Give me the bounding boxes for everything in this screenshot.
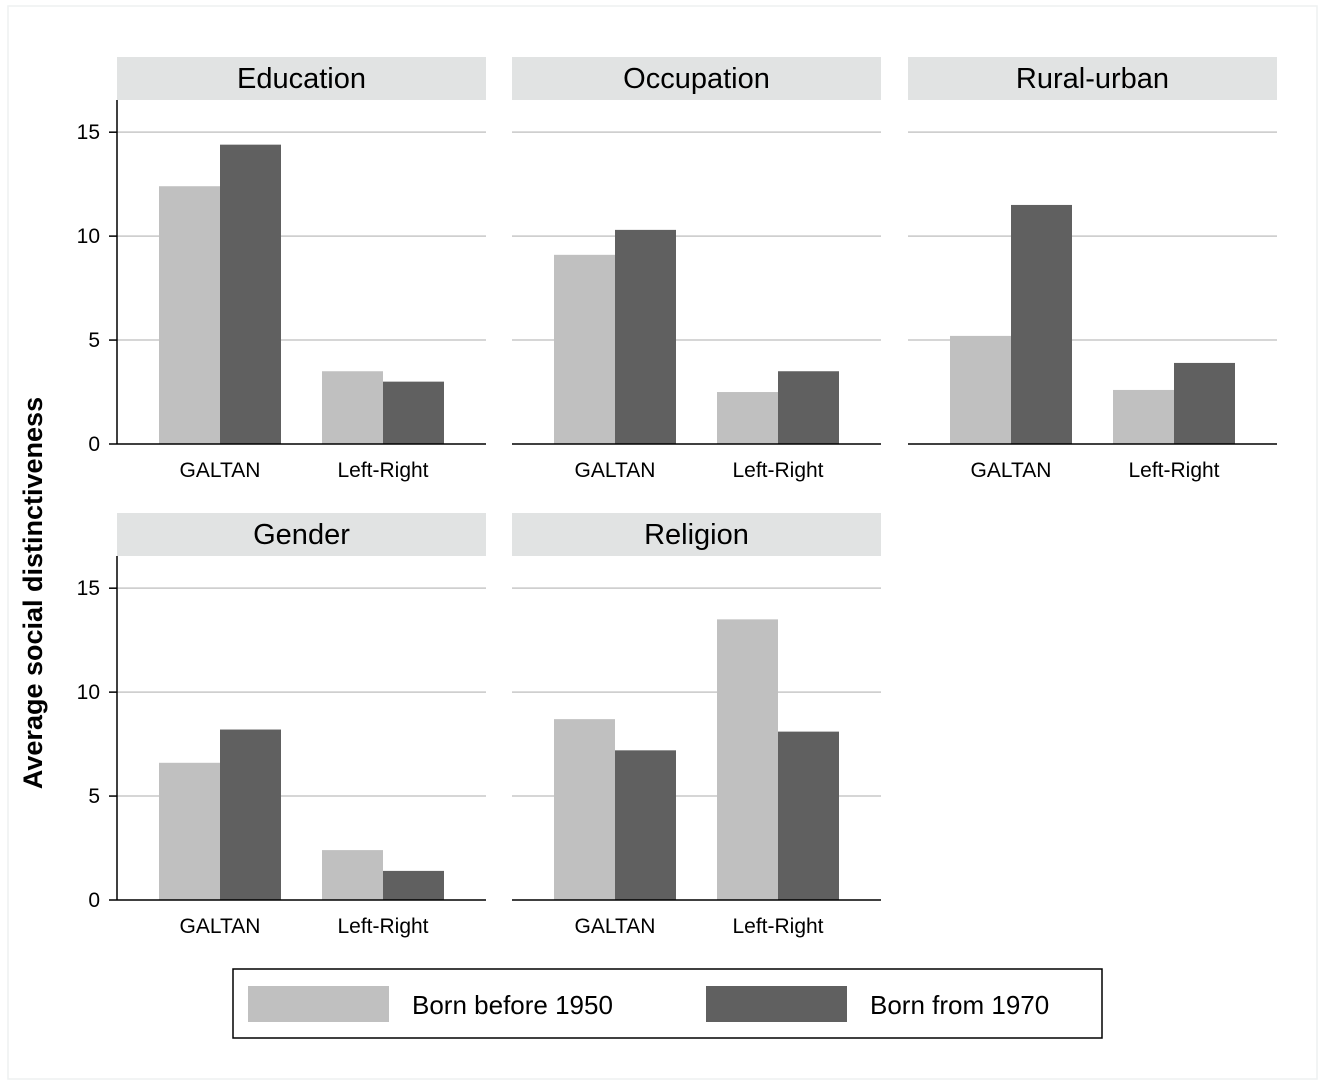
bar-occupation-left-right-born-before-1950 (717, 392, 778, 444)
y-tick-label: 15 (77, 577, 100, 600)
y-tick-label: 10 (77, 225, 100, 248)
x-tick-label: Left-Right (732, 459, 823, 482)
panels-layer: Education GALTAN Left-Right 0 5 10 15 Occupatio… (77, 57, 1277, 938)
panel-header (512, 57, 881, 100)
panel-header (512, 513, 881, 556)
panel-education: Education GALTAN Left-Right 0 5 10 15 (77, 57, 486, 482)
panel-rural-urban: Rural-urban GALTAN Left-Right (908, 57, 1277, 482)
y-tick-label: 5 (88, 329, 100, 352)
bar-education-left-right-born-from-1970 (383, 381, 444, 444)
bar-occupation-galtan-born-from-1970 (615, 229, 676, 444)
x-tick-label: GALTAN (180, 459, 261, 482)
bar-education-galtan-born-before-1950 (159, 186, 220, 445)
bar-occupation-left-right-born-from-1970 (778, 371, 839, 444)
bar-gender-left-right-born-from-1970 (383, 870, 444, 900)
panel-title: Religion (644, 519, 749, 551)
x-tick-label: GALTAN (180, 915, 261, 938)
x-tick-label: Left-Right (1128, 459, 1219, 482)
x-tick-label: GALTAN (575, 915, 656, 938)
panel-title: Gender (253, 519, 350, 551)
panel-header (908, 57, 1277, 100)
y-tick-label: 5 (88, 785, 100, 808)
y-axis-label: Average social distinctiveness (18, 397, 48, 789)
legend-label-born-before-1950: Born before 1950 (412, 990, 613, 1020)
panel-title: Rural-urban (1016, 63, 1169, 95)
legend-swatch-born-before-1950 (248, 986, 389, 1022)
bar-religion-left-right-born-from-1970 (778, 731, 839, 900)
panel-gender: Gender GALTAN Left-Right 0 5 10 15 (77, 513, 486, 938)
bar-gender-galtan-born-before-1950 (159, 762, 220, 900)
bar-gender-left-right-born-before-1950 (322, 850, 383, 900)
y-tick-label: 0 (88, 433, 100, 456)
bar-religion-galtan-born-from-1970 (615, 750, 676, 900)
bar-gender-galtan-born-from-1970 (220, 729, 281, 900)
x-tick-label: GALTAN (971, 459, 1052, 482)
bar-rural-urban-left-right-born-before-1950 (1113, 389, 1174, 444)
legend-label-born-from-1970: Born from 1970 (870, 990, 1049, 1020)
bar-religion-left-right-born-before-1950 (717, 619, 778, 900)
x-tick-label: GALTAN (575, 459, 656, 482)
bar-rural-urban-left-right-born-from-1970 (1174, 362, 1235, 444)
panel-religion: Religion GALTAN Left-Right (512, 513, 881, 938)
x-tick-label: Left-Right (337, 459, 428, 482)
bar-rural-urban-galtan-born-from-1970 (1011, 204, 1072, 444)
bar-occupation-galtan-born-before-1950 (554, 254, 615, 444)
bar-education-galtan-born-from-1970 (220, 144, 281, 444)
panel-header (117, 57, 486, 100)
panel-header (117, 513, 486, 556)
legend: Born before 1950 Born from 1970 (232, 968, 1103, 1039)
y-tick-label: 10 (77, 681, 100, 704)
y-tick-label: 0 (88, 889, 100, 912)
legend-swatch-born-from-1970 (706, 986, 847, 1022)
y-tick-label: 15 (77, 121, 100, 144)
bar-rural-urban-galtan-born-before-1950 (950, 335, 1011, 444)
panel-title: Occupation (623, 63, 770, 95)
panel-occupation: Occupation GALTAN Left-Right (512, 57, 881, 482)
panel-title: Education (237, 63, 366, 95)
x-tick-label: Left-Right (337, 915, 428, 938)
x-tick-label: Left-Right (732, 915, 823, 938)
bar-education-left-right-born-before-1950 (322, 371, 383, 444)
bar-religion-galtan-born-before-1950 (554, 719, 615, 900)
